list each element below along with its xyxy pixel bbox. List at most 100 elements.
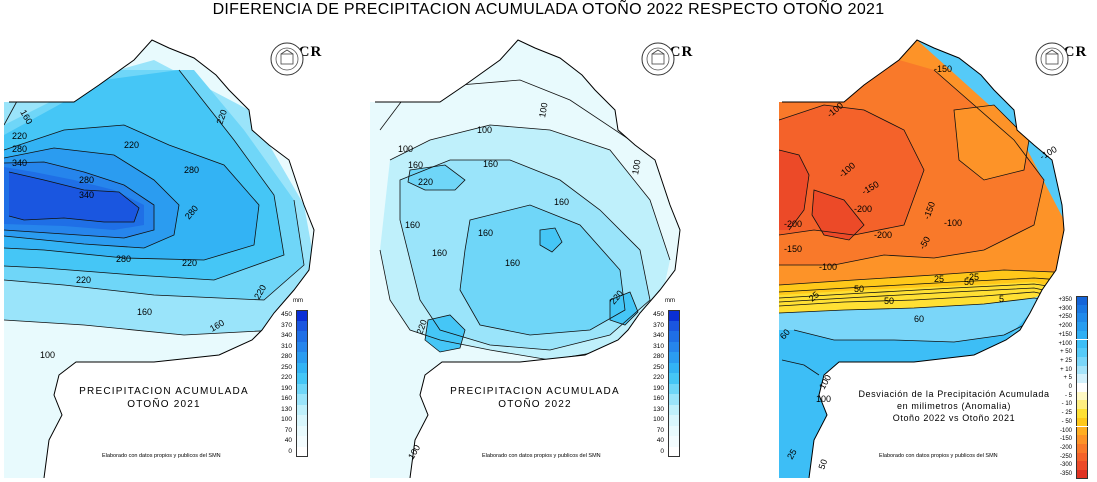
- legend-label: 160: [281, 395, 292, 402]
- legend-label: 310: [653, 342, 664, 350]
- legend-entry: +200: [1054, 322, 1094, 331]
- map-panel-otono-2021: 160 220 280 340 280 220 280 340 280 220 …: [4, 30, 364, 478]
- contour-label: 100: [477, 125, 492, 135]
- legend-entry: +350: [1054, 296, 1094, 305]
- bcr-seal-icon: [270, 42, 304, 76]
- legend-entry: - 10: [1054, 400, 1094, 410]
- caption-line: PRECIPITACION ACUMULADA: [79, 386, 249, 397]
- legend-label: 280: [281, 353, 292, 360]
- map-caption: PRECIPITACION ACUMULADA OTOÑO 2021: [64, 385, 264, 411]
- contour-label: 100: [398, 144, 413, 154]
- legend-entry: 40: [274, 436, 314, 447]
- legend-label: +200: [1058, 323, 1072, 330]
- legend-entry: 160: [274, 394, 314, 405]
- legend-entry: + 5: [1054, 374, 1094, 383]
- contour-label: -200: [854, 204, 872, 214]
- contour-label: -100: [944, 218, 962, 228]
- legend-swatch: [296, 436, 308, 447]
- legend-swatch: [296, 352, 308, 363]
- legend-swatch: [668, 331, 680, 342]
- legend-entry: 340: [274, 331, 314, 342]
- legend-swatch: [668, 373, 680, 384]
- contour-label: -150: [784, 244, 802, 254]
- source-credit: Elaborado con datos propios y publicos d…: [102, 453, 221, 459]
- legend-label: 370: [281, 321, 292, 329]
- legend-entry: - 5: [1054, 391, 1094, 401]
- legend-entry: 280: [646, 352, 686, 363]
- contour-label: 50: [816, 458, 829, 471]
- legend-swatch: [1076, 391, 1088, 401]
- contour-label: 50: [964, 277, 974, 287]
- legend-label: -350: [1059, 471, 1072, 477]
- legend-label: +300: [1058, 305, 1072, 312]
- legend-label: + 50: [1060, 349, 1072, 356]
- contour-label: 220: [182, 258, 197, 268]
- legend-swatch: [296, 404, 308, 415]
- legend-label: 280: [653, 353, 664, 360]
- caption-line: Otoño 2022 vs Otoño 2021: [892, 413, 1016, 423]
- legend-swatch: [1076, 409, 1088, 418]
- contour-label: 280: [184, 165, 199, 175]
- legend-label: 450: [653, 311, 664, 318]
- legend-swatch: [296, 383, 308, 394]
- legend-label: 310: [281, 342, 292, 350]
- legend-entry: 160: [646, 394, 686, 405]
- legend-entry: 220: [646, 373, 686, 384]
- legend-label: 250: [653, 363, 664, 371]
- contour-label: 160: [137, 307, 152, 317]
- legend-label: 40: [656, 437, 664, 444]
- legend-label: 190: [281, 384, 292, 392]
- contour-label: 25: [807, 289, 821, 303]
- legend-entry: +250: [1054, 313, 1094, 323]
- legend-swatch: [1076, 296, 1088, 305]
- legend-swatch: [1076, 304, 1088, 314]
- legend-swatch: [296, 394, 308, 405]
- legend-entry: +150: [1054, 330, 1094, 340]
- contour-label: 25: [934, 274, 944, 284]
- legend-entry: + 10: [1054, 365, 1094, 375]
- caption-line: PRECIPITACION ACUMULADA: [450, 386, 620, 397]
- legend-swatch: [1076, 322, 1088, 331]
- legend-label: 220: [281, 374, 292, 381]
- contour-label: 160: [554, 197, 569, 207]
- legend-label: +350: [1058, 297, 1072, 303]
- precipitation-map-2021: 160 220 280 340 280 220 280 340 280 220 …: [4, 39, 315, 478]
- contour-label: 100: [630, 159, 642, 176]
- legend-unit: mm: [665, 298, 675, 304]
- contour-label: 50: [854, 284, 864, 294]
- legend-swatch: [668, 446, 680, 457]
- contour-label: -25: [966, 272, 979, 282]
- legend-label: 40: [284, 437, 292, 444]
- legend-swatch: [668, 425, 680, 436]
- legend-label: -100: [1059, 427, 1072, 434]
- anomaly-map: -150 -100 -100 -150 -200 -200 -150 -100 …: [778, 39, 1065, 478]
- legend-label: 130: [653, 405, 664, 413]
- legend-swatch: [296, 341, 308, 352]
- map-panel-anomalia: -150 -100 -100 -150 -200 -200 -150 -100 …: [734, 30, 1097, 479]
- bcr-logo: BCR: [270, 42, 340, 76]
- legend-entry: 310: [274, 341, 314, 352]
- legend-swatch: [296, 373, 308, 384]
- contour-label: 220: [414, 318, 429, 336]
- legend-label: +250: [1058, 314, 1072, 321]
- legend-entry: 130: [274, 404, 314, 415]
- legend-entry: 190: [646, 383, 686, 394]
- contour-labels: 100 100 160 220 160 160 160 160 100 220 …: [398, 102, 643, 461]
- bcr-logo: BCR: [1035, 42, 1097, 76]
- legend-entry: - 50: [1054, 417, 1094, 427]
- legend-label: 450: [281, 311, 292, 318]
- legend-swatch: [1076, 339, 1088, 349]
- contour-label: 160: [405, 220, 420, 230]
- legend-swatch: [668, 394, 680, 405]
- legend-entry: 220: [274, 373, 314, 384]
- legend-entry: +100: [1054, 339, 1094, 349]
- legend-swatch: [1076, 461, 1088, 470]
- contour-label: 5: [999, 294, 1004, 304]
- contour-label: 280: [79, 175, 94, 185]
- legend-swatch: [1076, 452, 1088, 462]
- legend-swatch: [668, 383, 680, 394]
- contour-label: 160: [408, 160, 423, 170]
- source-credit: Elaborado con datos propios y publicos d…: [482, 453, 601, 459]
- legend-swatch: [1076, 426, 1088, 436]
- legend-swatch: [1076, 356, 1088, 366]
